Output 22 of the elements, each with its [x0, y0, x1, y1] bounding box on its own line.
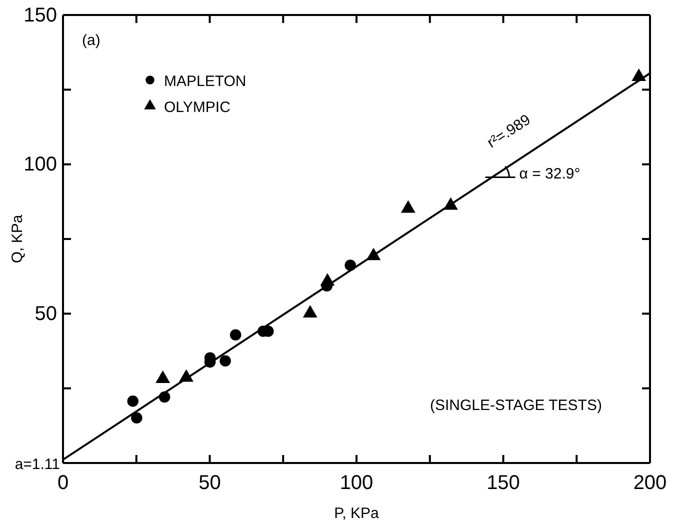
x-tick-label: 100	[340, 472, 374, 494]
x-tick-label: 200	[633, 472, 667, 494]
x-tick-label: 50	[198, 472, 221, 494]
y-tick-label: 50	[34, 303, 57, 326]
annotation: (SINGLE-STAGE TESTS)	[430, 397, 602, 414]
x-axis-title: P, KPa	[334, 505, 380, 522]
y-tick-label: 100	[24, 154, 57, 176]
point	[302, 305, 318, 318]
legend-label: MAPLETON	[164, 73, 246, 90]
point	[127, 396, 138, 407]
x-tick-label: 150	[486, 472, 520, 494]
text: a=1.11	[14, 456, 60, 473]
point	[400, 200, 416, 213]
point	[230, 329, 242, 341]
point	[131, 412, 142, 424]
annotation: (a)	[82, 32, 100, 49]
point	[220, 355, 231, 366]
y-axis-title: Q, KPa	[9, 214, 26, 264]
y-tick-label: 150	[24, 4, 57, 26]
legend-label: OLYMPIC	[164, 99, 231, 116]
x-tick-label: 0	[57, 472, 69, 494]
annotation: α = 32.9°	[519, 165, 580, 182]
